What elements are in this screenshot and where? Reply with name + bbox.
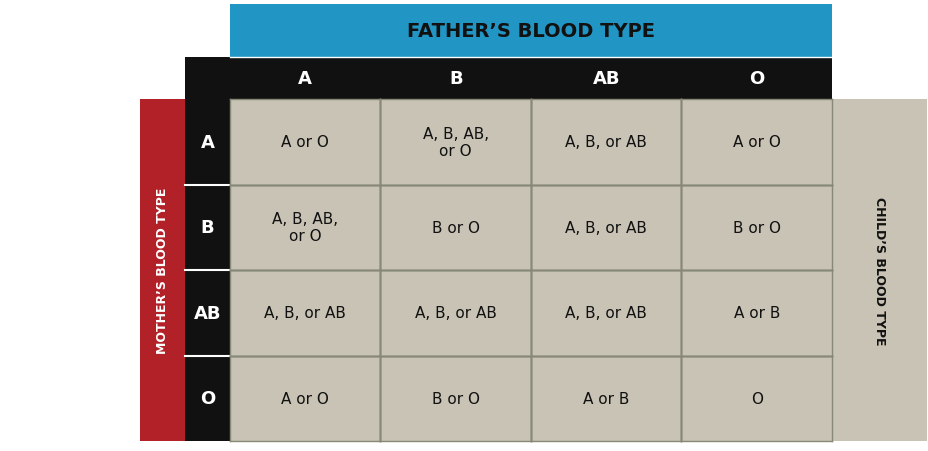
Bar (185, 58, 831, 100)
Bar (531, 100, 681, 185)
Text: A or O: A or O (732, 135, 780, 150)
Text: O: O (200, 389, 215, 407)
Bar (531, 185, 681, 271)
Text: FATHER’S BLOOD TYPE: FATHER’S BLOOD TYPE (406, 22, 654, 41)
Bar (531, 271, 681, 356)
Text: MOTHER’S BLOOD TYPE: MOTHER’S BLOOD TYPE (156, 188, 169, 354)
Text: B or O: B or O (432, 220, 479, 235)
Bar (380, 271, 531, 356)
Text: A or O: A or O (281, 135, 329, 150)
Text: A: A (200, 133, 214, 152)
Bar (230, 185, 380, 271)
Bar (531, 356, 681, 441)
Bar (380, 185, 531, 271)
Bar (230, 271, 380, 356)
Text: B or O: B or O (432, 391, 479, 406)
Bar (185, 100, 230, 185)
Bar (681, 356, 831, 441)
Bar (380, 100, 531, 185)
Text: B or O: B or O (732, 220, 780, 235)
Text: A, B, AB,
or O: A, B, AB, or O (422, 126, 488, 159)
Bar (831, 100, 926, 441)
Text: A: A (298, 70, 312, 88)
Bar (230, 356, 380, 441)
Text: O: O (748, 70, 764, 88)
Bar (230, 100, 380, 185)
Text: A, B, or AB: A, B, or AB (565, 306, 647, 321)
Text: AB: AB (194, 304, 221, 322)
Bar (140, 100, 185, 441)
Bar (230, 5, 831, 58)
Text: A, B, or AB: A, B, or AB (264, 306, 346, 321)
Text: AB: AB (592, 70, 619, 88)
Text: B: B (200, 219, 214, 237)
Text: A, B, or AB: A, B, or AB (415, 306, 496, 321)
Text: B: B (448, 70, 462, 88)
Bar (681, 100, 831, 185)
Bar (681, 185, 831, 271)
Text: A, B, AB,
or O: A, B, AB, or O (272, 212, 338, 244)
Text: A or O: A or O (281, 391, 329, 406)
Bar (380, 356, 531, 441)
Bar (185, 185, 230, 271)
Bar (0, 0, 140, 100)
Text: A or B: A or B (583, 391, 629, 406)
Text: A, B, or AB: A, B, or AB (565, 135, 647, 150)
Bar (681, 271, 831, 356)
Text: O: O (750, 391, 762, 406)
Bar (185, 271, 230, 356)
Text: A or B: A or B (733, 306, 780, 321)
Bar (185, 356, 230, 441)
Text: CHILD’S BLOOD TYPE: CHILD’S BLOOD TYPE (872, 196, 885, 345)
Text: A, B, or AB: A, B, or AB (565, 220, 647, 235)
